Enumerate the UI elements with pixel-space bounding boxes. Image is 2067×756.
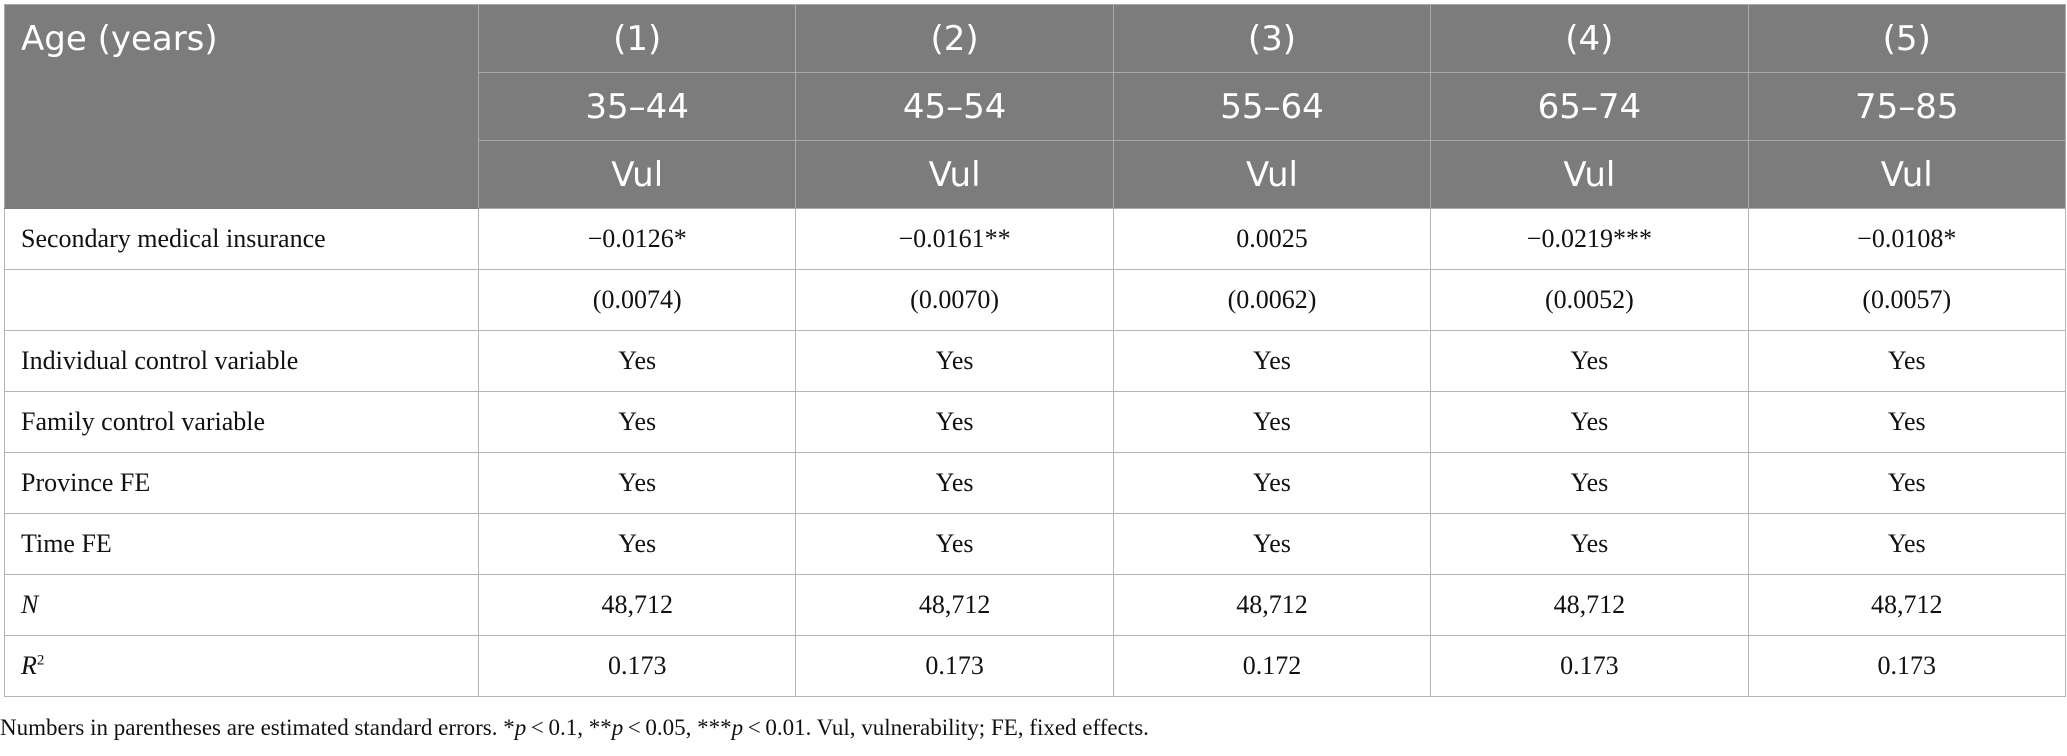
table-cell: Yes [1430, 391, 1749, 453]
p-symbol: p [731, 715, 744, 740]
dependent-var-header: Vul [1430, 140, 1749, 209]
table-cell: 0.173 [795, 635, 1114, 697]
table-cell: Yes [795, 391, 1114, 453]
table-cell: Yes [795, 330, 1114, 392]
table-cell: Yes [795, 452, 1114, 514]
age-years-header: Age (years) [4, 4, 479, 209]
table-cell: 0.172 [1112, 635, 1432, 697]
p-symbol: p [611, 715, 624, 740]
table-cell: −0.0161** [795, 208, 1114, 270]
footnote-text: < 0.1, ** [526, 715, 612, 740]
model-number-header: (1) [477, 4, 797, 73]
superscript-2: 2 [36, 652, 45, 669]
table-cell: (0.0057) [1747, 269, 2066, 331]
table-cell: (0.0074) [477, 269, 797, 331]
r-symbol: R [21, 651, 37, 680]
dependent-var-header: Vul [795, 140, 1114, 209]
table-row-individual-control: Individual control variable Yes Yes Yes … [4, 330, 2066, 392]
header-row-model-numbers: Age (years) (1) (2) (3) (4) (5) [4, 4, 2066, 209]
row-label: Time FE [4, 513, 479, 575]
table-cell: Yes [795, 513, 1114, 575]
table-cell: 48,712 [1747, 574, 2066, 636]
age-range-header: 75–85 [1747, 72, 2066, 141]
table-cell: Yes [1112, 513, 1432, 575]
table-cell: Yes [1430, 513, 1749, 575]
table-cell: Yes [1747, 452, 2066, 514]
table-cell: −0.0126* [477, 208, 797, 270]
table-cell: 0.173 [477, 635, 797, 697]
table-cell: Yes [477, 391, 797, 453]
dependent-var-header: Vul [1112, 140, 1432, 209]
age-range-header: 35–44 [477, 72, 797, 141]
row-label: N [4, 574, 479, 636]
table-cell: (0.0070) [795, 269, 1114, 331]
table-cell: −0.0219*** [1430, 208, 1749, 270]
regression-results-table: Age (years) (1) (2) (3) (4) (5) 35–44 45… [4, 4, 2066, 697]
table-cell: (0.0062) [1112, 269, 1432, 331]
dependent-var-header: Vul [477, 140, 797, 209]
row-label: Individual control variable [4, 330, 479, 392]
table-cell: 48,712 [1112, 574, 1432, 636]
table-row-secondary-medical-insurance: Secondary medical insurance −0.0126* −0.… [4, 208, 2066, 270]
row-label: Secondary medical insurance [4, 208, 479, 270]
age-range-header: 45–54 [795, 72, 1114, 141]
table-cell: 48,712 [795, 574, 1114, 636]
table-cell: Yes [477, 330, 797, 392]
table-cell: 48,712 [1430, 574, 1749, 636]
table-cell: Yes [1747, 330, 2066, 392]
table-row-family-control: Family control variable Yes Yes Yes Yes … [4, 391, 2066, 453]
dependent-var-header: Vul [1747, 140, 2066, 209]
table-cell: 48,712 [477, 574, 797, 636]
footnote-text: < 0.05, *** [623, 715, 732, 740]
table-row-n: N 48,712 48,712 48,712 48,712 48,712 [4, 574, 2066, 636]
table-cell: (0.0052) [1430, 269, 1749, 331]
row-label [4, 269, 479, 331]
footnote-text: < 0.01. Vul, vulnerability; FE, fixed ef… [743, 715, 1149, 740]
table-cell: Yes [1112, 330, 1432, 392]
table-cell: −0.0108* [1747, 208, 2066, 270]
header-row-age-ranges: 35–44 45–54 55–64 65–74 75–85 [5, 72, 2066, 141]
row-label: R2 [4, 635, 479, 697]
table-cell: Yes [1747, 513, 2066, 575]
footnote-text: Numbers in parentheses are estimated sta… [0, 715, 515, 740]
model-number-header: (3) [1112, 4, 1432, 73]
table-cell: Yes [1747, 391, 2066, 453]
table-cell: Yes [1112, 452, 1432, 514]
header-row-dependent-vars: Vul Vul Vul Vul Vul [5, 140, 2066, 209]
table-cell: 0.173 [1747, 635, 2066, 697]
table-row-r-squared: R2 0.173 0.173 0.172 0.173 0.173 [4, 635, 2066, 697]
table-cell: Yes [1112, 391, 1432, 453]
table-cell: 0.0025 [1112, 208, 1432, 270]
table-cell: 0.173 [1430, 635, 1749, 697]
model-number-header: (5) [1747, 4, 2066, 73]
table-row-province-fe: Province FE Yes Yes Yes Yes Yes [4, 452, 2066, 514]
model-number-header: (2) [795, 4, 1114, 73]
table-row-standard-errors: (0.0074) (0.0070) (0.0062) (0.0052) (0.0… [4, 269, 2066, 331]
age-range-header: 55–64 [1112, 72, 1432, 141]
row-label: Province FE [4, 452, 479, 514]
model-number-header: (4) [1430, 4, 1749, 73]
age-range-header: 65–74 [1430, 72, 1749, 141]
p-symbol: p [514, 715, 527, 740]
table-footnote: Numbers in parentheses are estimated sta… [0, 715, 1149, 741]
results-table-container: Age (years) (1) (2) (3) (4) (5) 35–44 45… [4, 4, 2066, 697]
table-cell: Yes [477, 452, 797, 514]
table-row-time-fe: Time FE Yes Yes Yes Yes Yes [4, 513, 2066, 575]
table-cell: Yes [1430, 452, 1749, 514]
row-label: Family control variable [4, 391, 479, 453]
table-cell: Yes [477, 513, 797, 575]
table-cell: Yes [1430, 330, 1749, 392]
